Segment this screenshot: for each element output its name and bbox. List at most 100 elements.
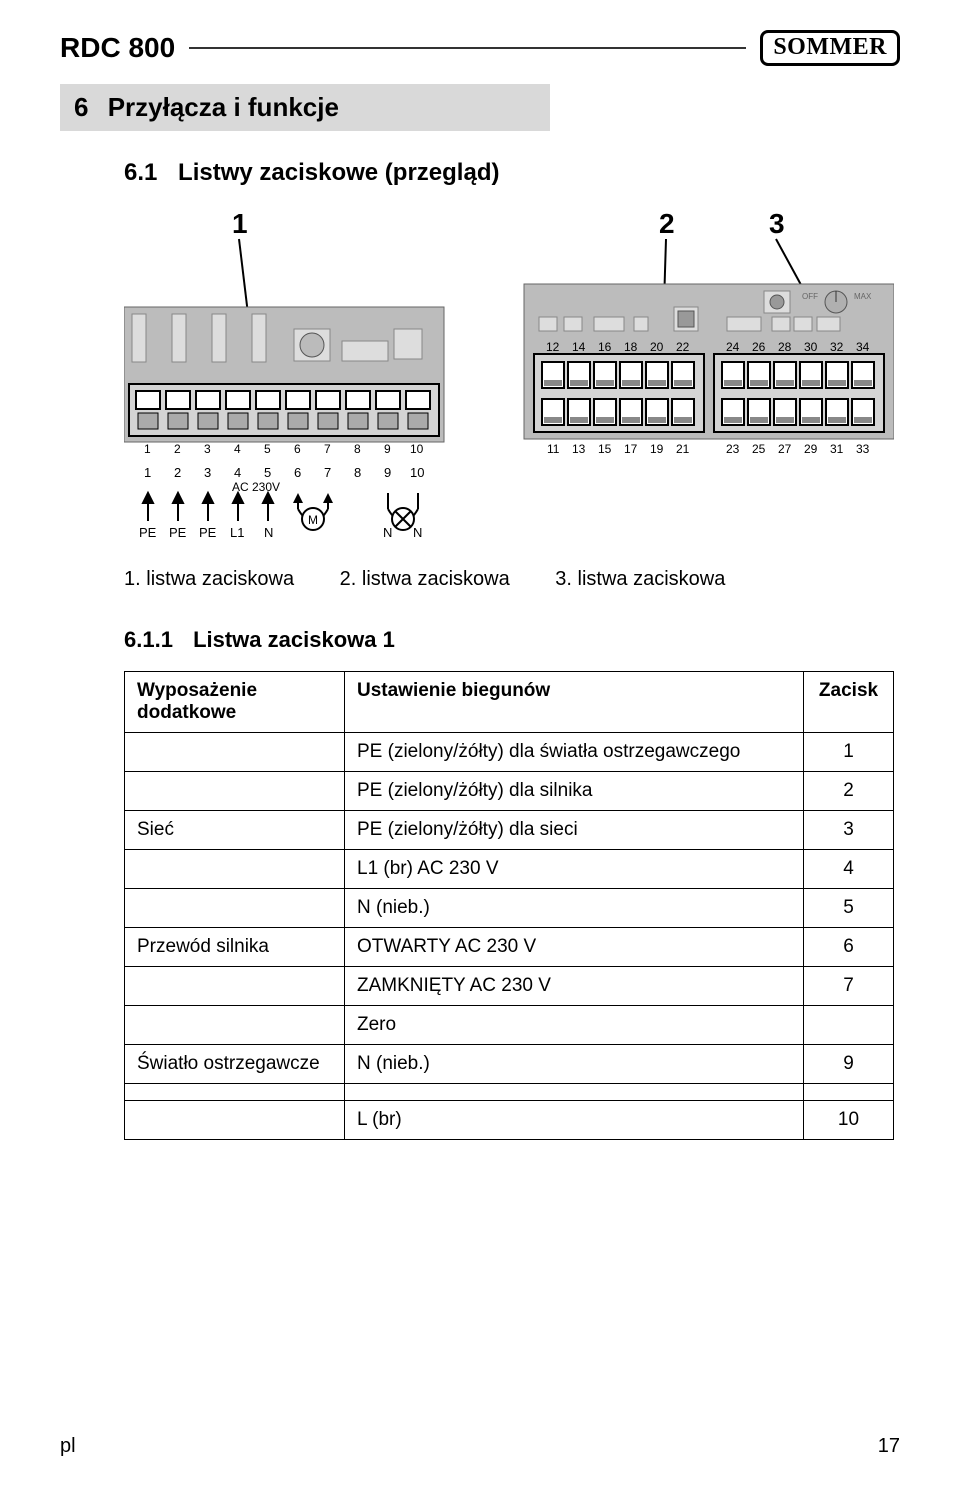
svg-text:22: 22	[676, 340, 690, 354]
th-equipment: Wyposażenie dodatkowe	[125, 672, 345, 733]
svg-text:32: 32	[830, 340, 844, 354]
left-top-numbers: 1 2 3 4 5 6 7 8 9 10	[144, 442, 424, 456]
svg-text:PE: PE	[139, 525, 157, 539]
svg-text:7: 7	[324, 442, 331, 456]
svg-text:PE: PE	[169, 525, 187, 539]
svg-text:PE: PE	[199, 525, 217, 539]
svg-text:16: 16	[598, 340, 612, 354]
svg-text:24: 24	[726, 340, 740, 354]
svg-text:4: 4	[234, 465, 241, 480]
svg-text:31: 31	[830, 442, 844, 456]
svg-text:19: 19	[650, 442, 664, 456]
motor-symbol: M	[293, 493, 333, 530]
svg-text:6: 6	[294, 442, 301, 456]
svg-text:28: 28	[778, 340, 792, 354]
left-terminal-labels: PE PE PE L1 N N N	[139, 525, 422, 539]
table-row: PE (zielony/żółty) dla silnika2	[125, 772, 894, 811]
svg-text:21: 21	[676, 442, 690, 456]
svg-text:12: 12	[546, 340, 560, 354]
svg-text:5: 5	[264, 442, 271, 456]
section-title: Przyłącza i funkcje	[108, 92, 339, 122]
callout-3: 3	[769, 209, 785, 239]
section-heading: 6 Przyłącza i funkcje	[60, 84, 550, 131]
th-polarity: Ustawienie biegunów	[345, 672, 804, 733]
subsubsection-number: 6.1.1	[124, 627, 173, 652]
model-title: RDC 800	[60, 32, 175, 64]
subsubsection-heading: 6.1.1 Listwa zaciskowa 1	[124, 627, 900, 653]
ac-label: AC 230V	[232, 480, 280, 494]
svg-text:13: 13	[572, 442, 586, 456]
svg-text:27: 27	[778, 442, 792, 456]
svg-text:1: 1	[144, 465, 151, 480]
subsubsection-title: Listwa zaciskowa 1	[193, 627, 395, 652]
svg-text:18: 18	[624, 340, 638, 354]
svg-text:3: 3	[204, 442, 211, 456]
section-number: 6	[74, 92, 88, 122]
svg-text:N: N	[383, 525, 392, 539]
left-terminal-strip	[129, 384, 439, 436]
table-row: Zero	[125, 1006, 894, 1045]
left-arrows	[143, 493, 273, 521]
svg-text:9: 9	[384, 442, 391, 456]
svg-text:8: 8	[354, 442, 361, 456]
page-header: RDC 800 SOMMER	[60, 30, 900, 66]
svg-text:2: 2	[174, 442, 181, 456]
svg-text:3: 3	[204, 465, 211, 480]
diagram-legend: 1. listwa zaciskowa 2. listwa zaciskowa …	[124, 568, 900, 591]
terminal-table: Wyposażenie dodatkowe Ustawienie biegunó…	[124, 671, 894, 1140]
subsection-title: Listwy zaciskowe (przegląd)	[178, 159, 499, 186]
table-row: Przewód silnikaOTWARTY AC 230 V6	[125, 928, 894, 967]
svg-text:9: 9	[384, 465, 391, 480]
terminal-diagram: 1 2 3 OFF MAX	[124, 209, 900, 544]
table-row	[125, 1084, 894, 1101]
table-row: L1 (br) AC 230 V4	[125, 850, 894, 889]
table-row: PE (zielony/żółty) dla światła ostrzegaw…	[125, 733, 894, 772]
table-header-row: Wyposażenie dodatkowe Ustawienie biegunó…	[125, 672, 894, 733]
table-row: N (nieb.)5	[125, 889, 894, 928]
svg-text:2: 2	[174, 465, 181, 480]
svg-text:15: 15	[598, 442, 612, 456]
right-terminal-group-a	[534, 354, 704, 432]
svg-text:30: 30	[804, 340, 818, 354]
svg-text:17: 17	[624, 442, 638, 456]
svg-text:25: 25	[752, 442, 766, 456]
legend-item-3: 3. listwa zaciskowa	[555, 568, 725, 591]
callout-2: 2	[659, 209, 675, 239]
svg-text:6: 6	[294, 465, 301, 480]
footer-page: 17	[878, 1435, 900, 1458]
table-row: ZAMKNIĘTY AC 230 V7	[125, 967, 894, 1006]
table-row: Światło ostrzegawczeN (nieb.)9	[125, 1045, 894, 1084]
svg-text:10: 10	[410, 442, 424, 456]
subsection-heading: 6.1 Listwy zaciskowe (przegląd)	[124, 159, 900, 187]
svg-text:8: 8	[354, 465, 361, 480]
svg-text:1: 1	[144, 442, 151, 456]
svg-text:10: 10	[410, 465, 424, 480]
subsection-number: 6.1	[124, 159, 157, 186]
svg-text:5: 5	[264, 465, 271, 480]
svg-text:N: N	[264, 525, 273, 539]
svg-text:7: 7	[324, 465, 331, 480]
svg-text:29: 29	[804, 442, 818, 456]
right-terminal-group-b	[714, 354, 884, 432]
svg-text:14: 14	[572, 340, 586, 354]
th-terminal: Zacisk	[804, 672, 894, 733]
callout-1: 1	[232, 209, 248, 239]
legend-item-1: 1. listwa zaciskowa	[124, 568, 294, 591]
svg-text:OFF: OFF	[802, 292, 818, 301]
svg-text:4: 4	[234, 442, 241, 456]
footer-lang: pl	[60, 1435, 76, 1458]
svg-text:L1: L1	[230, 525, 244, 539]
svg-text:33: 33	[856, 442, 870, 456]
svg-text:M: M	[308, 513, 318, 527]
svg-text:MAX: MAX	[854, 292, 872, 301]
svg-text:20: 20	[650, 340, 664, 354]
page-footer: pl 17	[60, 1435, 900, 1458]
svg-text:26: 26	[752, 340, 766, 354]
brand-logo: SOMMER	[760, 30, 900, 66]
right-odd-numbers: 11 13 15 17 19 21 23 25 27 29 31 33	[547, 442, 870, 456]
svg-text:34: 34	[856, 340, 870, 354]
table-row: SiećPE (zielony/żółty) dla sieci3	[125, 811, 894, 850]
svg-text:N: N	[413, 525, 422, 539]
header-rule	[189, 47, 746, 49]
table-row: L (br)10	[125, 1101, 894, 1140]
